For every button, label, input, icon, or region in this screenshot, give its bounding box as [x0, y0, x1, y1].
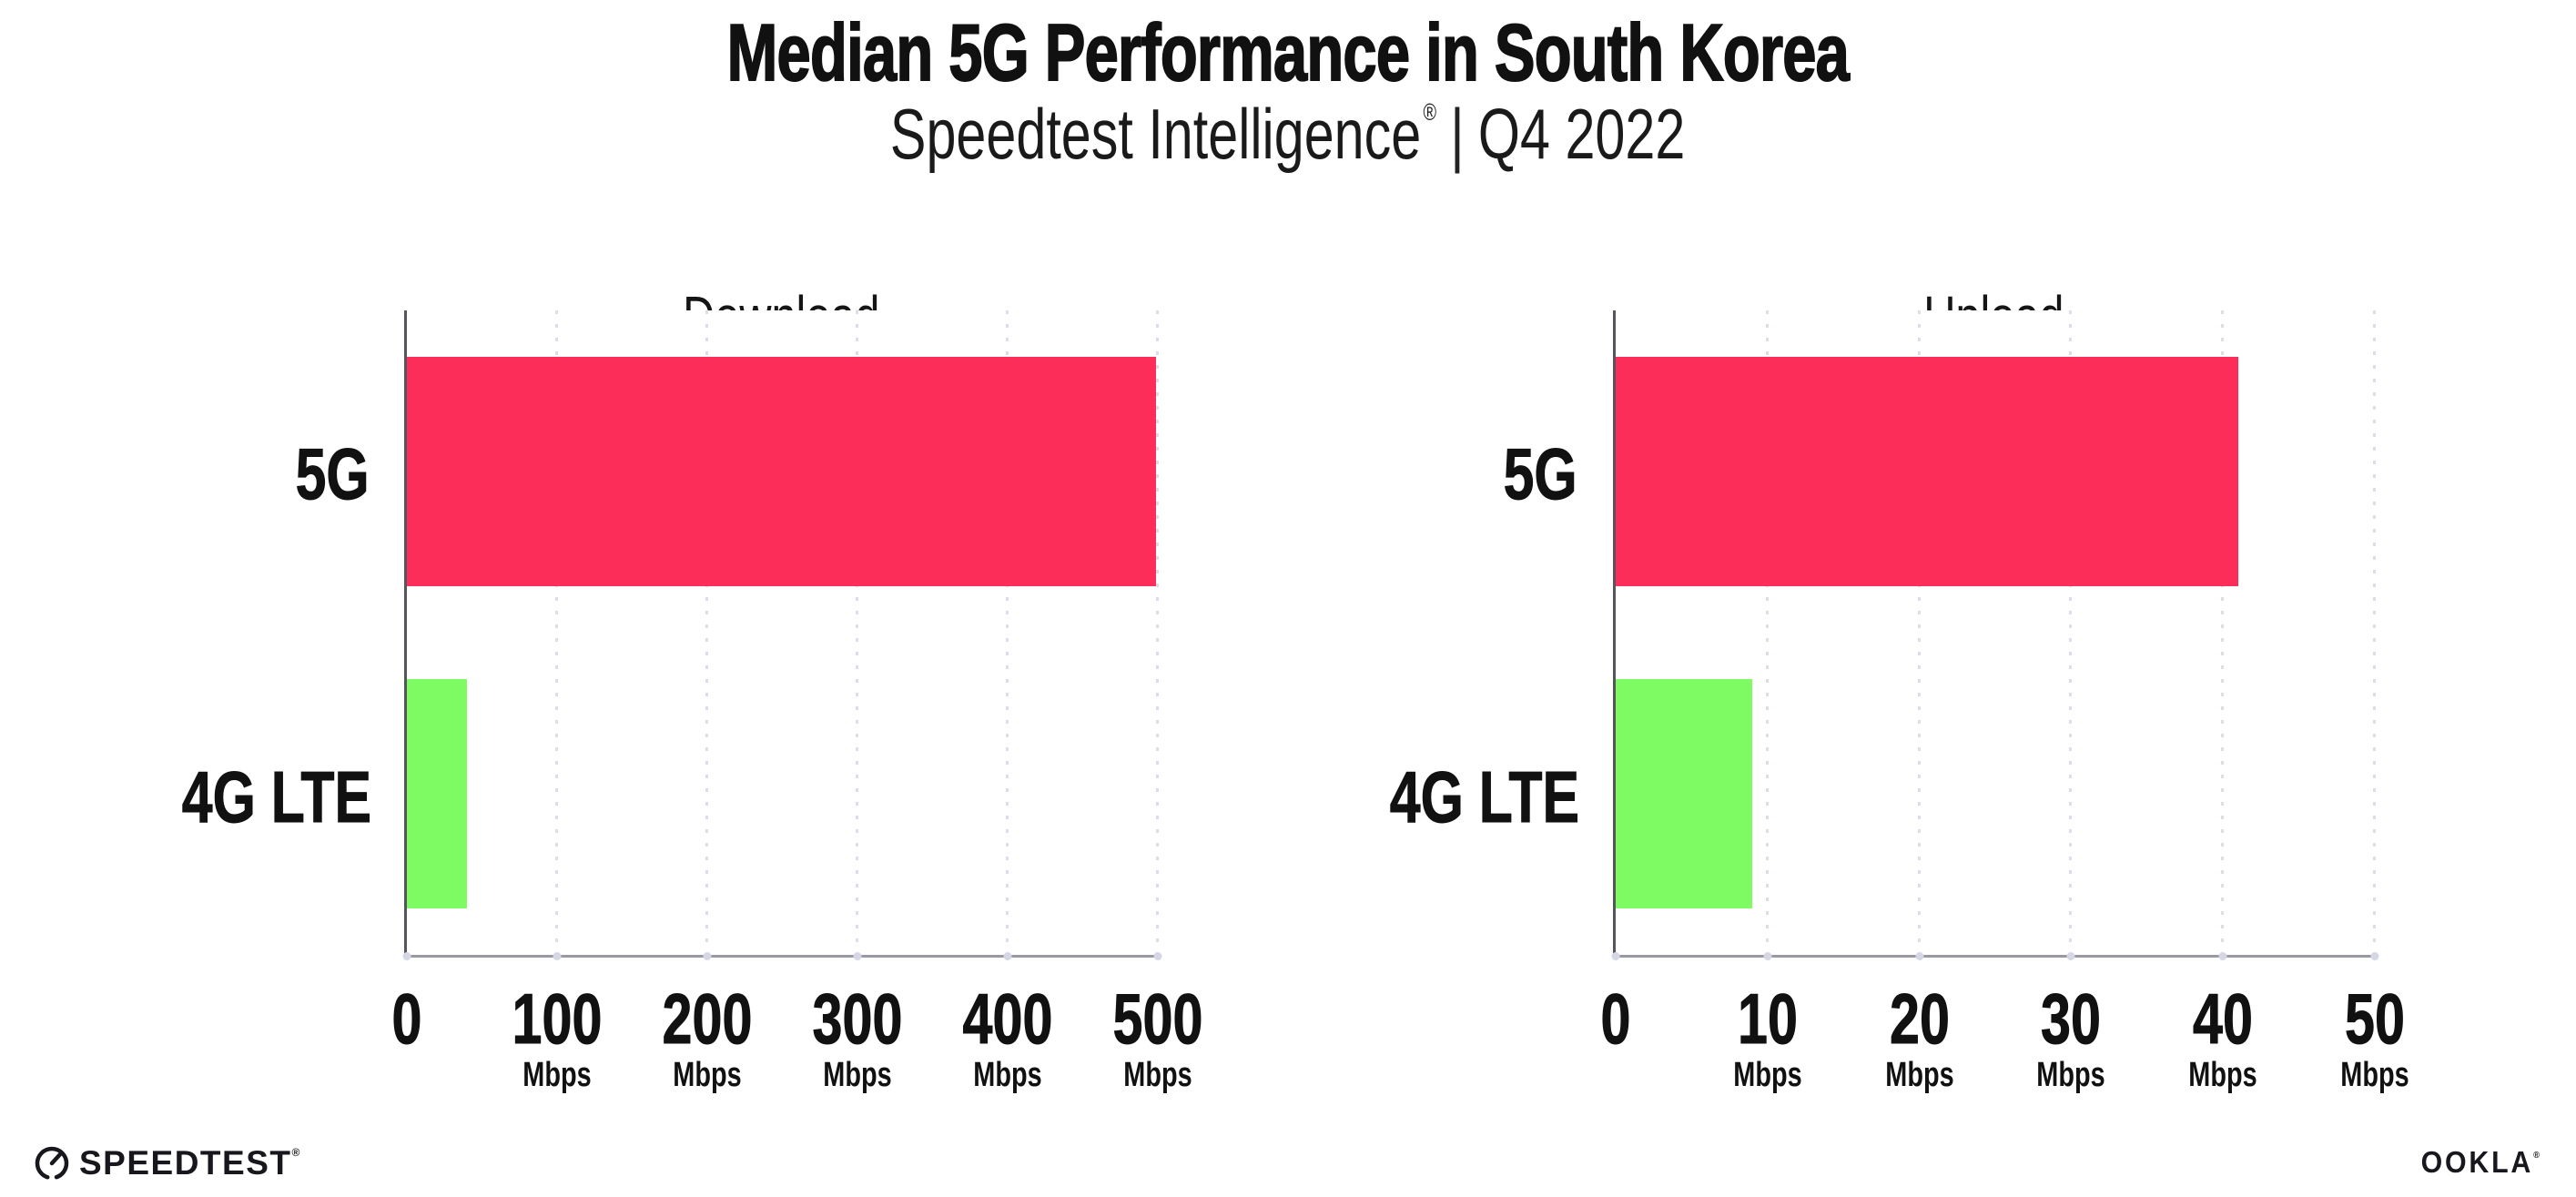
- axis-tick-dot: [853, 952, 862, 960]
- bar-5g: [407, 356, 1157, 587]
- x-tick-unit: Mbps: [2340, 1056, 2409, 1094]
- category-label-4g-lte: 4G LTE: [1389, 756, 1580, 837]
- x-tick-label: 0: [1600, 979, 1631, 1059]
- x-tick-unit: Mbps: [2036, 1056, 2106, 1094]
- speedtest-registered-mark: ®: [291, 1145, 300, 1159]
- registered-trademark-symbol: ®: [1423, 98, 1437, 126]
- upload-x-axis: 0 10 Mbps 20 Mbps 30 Mbps 40 Mbps 50 Mbps: [1600, 979, 2409, 1147]
- axis-tick-dot: [2370, 952, 2379, 960]
- axis-tick-dot: [2218, 952, 2227, 960]
- x-tick-label: 400 Mbps: [962, 979, 1053, 1094]
- page-subtitle-text: Speedtest Intelligence® | Q4 2022: [890, 98, 1685, 169]
- gridline: [705, 310, 708, 955]
- x-tick-label: 20 Mbps: [1884, 979, 1954, 1094]
- axis-tick-dot: [2066, 952, 2075, 960]
- gridline: [1917, 310, 1921, 955]
- upload-plot-area: [1611, 310, 2379, 960]
- x-tick-unit: Mbps: [823, 1056, 892, 1094]
- gridline: [856, 310, 858, 955]
- axis-tick-dot: [1003, 952, 1012, 960]
- bar-4g-lte: [1616, 678, 1753, 909]
- x-tick-unit: Mbps: [522, 1056, 592, 1094]
- x-tick-unit: Mbps: [2188, 1056, 2257, 1094]
- ookla-wordmark: OOKLA®: [2421, 1145, 2541, 1179]
- subtitle-separator: |: [1450, 94, 1465, 174]
- ookla-logo: OOKLA®: [2416, 1147, 2545, 1177]
- x-tick-label: 100 Mbps: [512, 979, 603, 1094]
- bar-5g: [1616, 356, 2238, 587]
- page-subtitle: Speedtest Intelligence® | Q4 2022: [0, 98, 2576, 169]
- x-tick-unit: Mbps: [1884, 1056, 1954, 1094]
- x-tick-unit: Mbps: [1733, 1056, 1802, 1094]
- x-tick-label: 40 Mbps: [2188, 979, 2257, 1094]
- gridline: [555, 310, 558, 955]
- download-x-axis: 0 100 Mbps 200 Mbps 300 Mbps 400 Mbps 500 Mbps: [391, 979, 1203, 1147]
- speedtest-gauge-icon: [35, 1146, 69, 1181]
- x-tick-unit: Mbps: [673, 1056, 742, 1094]
- category-label-5g: 5G: [1503, 433, 1578, 514]
- gridline: [2069, 310, 2073, 955]
- download-plot-area: [402, 310, 1162, 960]
- axis-tick-dot: [1153, 952, 1162, 960]
- axis-tick-dot: [553, 952, 562, 960]
- x-tick-label: 30 Mbps: [2036, 979, 2106, 1094]
- x-tick-unit: Mbps: [973, 1056, 1042, 1094]
- axis-tick-dot: [703, 952, 712, 960]
- x-tick-label: 10 Mbps: [1733, 979, 1802, 1094]
- category-label-5g: 5G: [295, 433, 370, 514]
- axis-tick-dot: [1915, 952, 1924, 960]
- gridline: [1006, 310, 1009, 955]
- axis-tick-dot: [402, 952, 411, 960]
- axis-tick-dot: [1763, 952, 1772, 960]
- page-title-text: Median 5G Performance in South Korea: [726, 7, 1851, 97]
- speedtest-wordmark: SPEEDTEST®: [79, 1143, 300, 1182]
- subtitle-period: Q4 2022: [1478, 94, 1686, 174]
- speedtest-logo: SPEEDTEST®: [33, 1143, 299, 1182]
- subtitle-brand: Speedtest Intelligence: [890, 94, 1422, 174]
- bar-4g-lte: [407, 678, 467, 909]
- x-tick-label: 0: [391, 979, 422, 1059]
- axis-tick-dot: [1611, 952, 1620, 960]
- gridline: [1156, 310, 1159, 955]
- gridline: [2373, 310, 2376, 955]
- x-tick-label: 500 Mbps: [1112, 979, 1203, 1094]
- ookla-registered-mark: ®: [2533, 1151, 2541, 1161]
- gridline: [2221, 310, 2225, 955]
- x-tick-label: 50 Mbps: [2340, 979, 2409, 1094]
- page-title: Median 5G Performance in South Korea: [0, 7, 2576, 97]
- gridline: [1765, 310, 1769, 955]
- x-tick-label: 300 Mbps: [812, 979, 903, 1094]
- x-tick-unit: Mbps: [1123, 1056, 1192, 1094]
- category-label-4g-lte: 4G LTE: [181, 756, 372, 837]
- x-tick-label: 200 Mbps: [662, 979, 753, 1094]
